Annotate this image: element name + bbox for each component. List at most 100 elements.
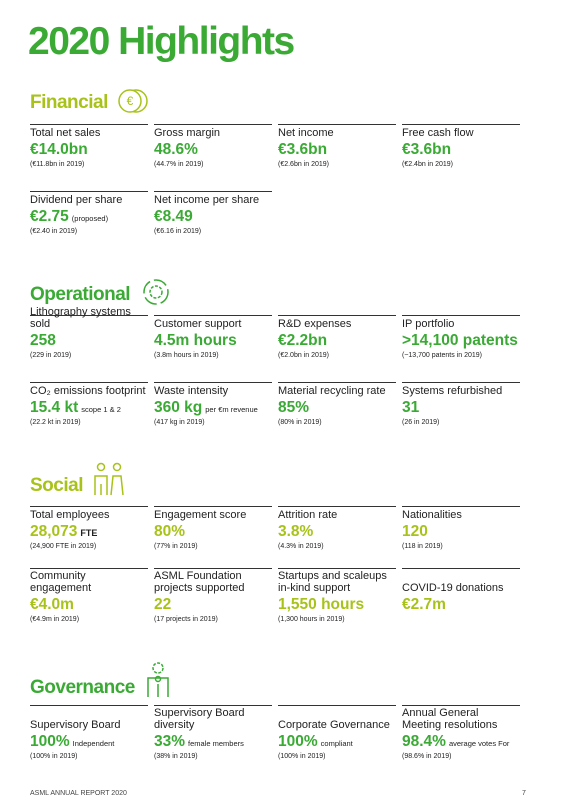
value-text: €4.0m — [30, 596, 74, 613]
item-value: €4.0m — [30, 596, 148, 614]
item-value: 1,550 hours — [278, 596, 396, 614]
prior-year: (€2.0bn in 2019) — [278, 352, 329, 359]
prior-year: (26 in 2019) — [402, 419, 440, 426]
item-value: 22 — [154, 596, 272, 614]
value-text: €14.0bn — [30, 141, 88, 158]
value-note: FTE — [80, 528, 98, 538]
item-label: COVID-19 donations — [402, 581, 504, 594]
section-heading: Operational — [30, 284, 131, 305]
value-text: 100% — [30, 733, 70, 750]
item-value: €2.2bn — [278, 332, 396, 350]
item-value: 80% — [154, 523, 272, 541]
value-text: 15.4 kt — [30, 399, 79, 416]
item-value: €3.6bn — [402, 141, 520, 159]
highlight-item: Community engagement €4.0m (€4.9m in 2019) — [30, 568, 148, 623]
section-heading: Financial — [30, 92, 108, 113]
prior-year: (44.7% in 2019) — [154, 161, 204, 168]
prior-year: (€2.40 in 2019) — [30, 228, 78, 235]
item-label: Startups and scaleups in-kind support — [278, 570, 387, 594]
item-value: 100% Independent — [30, 733, 148, 751]
prior-year: (38% in 2019) — [154, 753, 198, 760]
highlight-item: Startups and scaleups in-kind support 1,5… — [278, 568, 396, 623]
page-number: 7 — [522, 790, 526, 797]
item-label: Engagement score — [154, 508, 247, 521]
item-value: €2.7m — [402, 596, 520, 614]
highlight-item: Corporate Governance 100% compliant (100% i… — [278, 705, 396, 760]
value-note: average votes For — [448, 739, 510, 748]
item-value: 258 — [30, 332, 148, 350]
value-note: female members — [188, 739, 244, 748]
highlight-item: Gross margin 48.6% (44.7% in 2019) — [154, 124, 272, 168]
icon-governance — [147, 662, 169, 697]
item-value: €14.0bn — [30, 141, 148, 159]
highlight-item: ASML Foundation projects supported 22 (17 … — [154, 568, 272, 623]
item-value: 120 — [402, 523, 520, 541]
prior-year: (€2.4bn in 2019) — [402, 161, 453, 168]
prior-year: (100% in 2019) — [30, 753, 78, 760]
value-text: 22 — [154, 596, 172, 613]
prior-year: (24,900 FTE in 2019) — [30, 543, 97, 550]
value-text: 360 kg — [154, 399, 203, 416]
item-value: 4.5m hours — [154, 332, 272, 350]
value-text: €2.75 — [30, 208, 69, 225]
value-text: 3.8% — [278, 523, 314, 540]
value-text: 33% — [154, 733, 186, 750]
prior-year: (~13,700 patents in 2019) — [402, 352, 482, 359]
item-label: Gross margin — [154, 126, 221, 139]
highlight-item: Total net sales €14.0bn (€11.8bn in 2019) — [30, 124, 148, 168]
highlight-item: Attrition rate 3.8% (4.3% in 2019) — [278, 506, 396, 550]
highlight-item: Net income €3.6bn (€2.6bn in 2019) — [278, 124, 396, 168]
highlight-item: Dividend per share €2.75 (proposed) (€2.40 … — [30, 191, 148, 235]
icon-euro: € — [118, 89, 148, 113]
item-label: Nationalities — [402, 508, 462, 521]
item-label: Corporate Governance — [278, 718, 390, 731]
highlight-item: Engagement score 80% (77% in 2019) — [154, 506, 272, 550]
section-heading: Governance — [30, 677, 135, 698]
value-note: compliant — [320, 739, 353, 748]
item-value: 33% female members — [154, 733, 272, 751]
highlight-item: R&D expenses €2.2bn (€2.0bn in 2019) — [278, 315, 396, 359]
icon-gear — [143, 279, 169, 305]
item-label: Annual General Meeting resolutions — [402, 707, 498, 731]
prior-year: (77% in 2019) — [154, 543, 198, 550]
svg-text:€: € — [127, 94, 134, 108]
value-text: 4.5m hours — [154, 332, 237, 349]
highlight-item: Total employees 28,073 FTE (24,900 FTE in 2… — [30, 506, 148, 550]
item-label: Waste intensity — [154, 384, 229, 397]
item-value: €3.6bn — [278, 141, 396, 159]
value-note: (proposed) — [71, 214, 109, 223]
prior-year: (€4.9m in 2019) — [30, 616, 80, 623]
highlight-item: Supervisory Board diversity 33% female mem… — [154, 705, 272, 760]
highlight-item: Free cash flow €3.6bn (€2.4bn in 2019) — [402, 124, 520, 168]
item-label: Free cash flow — [402, 126, 474, 139]
highlight-item: Net income per share €8.49 (€6.16 in 2019) — [154, 191, 272, 235]
value-text: >14,100 patents — [402, 332, 518, 349]
value-text: €3.6bn — [402, 141, 452, 158]
item-value: 100% compliant — [278, 733, 396, 751]
highlight-item: Customer support 4.5m hours (3.8m hours in… — [154, 315, 272, 359]
prior-year: (22.2 kt in 2019) — [30, 419, 81, 426]
highlight-item: Material recycling rate 85% (80% in 2019) — [278, 382, 396, 426]
highlight-item: Nationalities 120 (118 in 2019) — [402, 506, 520, 550]
item-label: Net income — [278, 126, 334, 139]
item-value: 360 kg per €m revenue — [154, 399, 272, 417]
item-value: >14,100 patents — [402, 332, 520, 350]
item-label: Systems refurbished — [402, 384, 503, 397]
prior-year: (229 in 2019) — [30, 352, 72, 359]
value-text: €2.7m — [402, 596, 446, 613]
highlight-item: COVID-19 donations €2.7m — [402, 568, 520, 614]
value-text: 1,550 hours — [278, 596, 365, 613]
prior-year: (80% in 2019) — [278, 419, 322, 426]
highlight-item: Waste intensity 360 kg per €m revenue (417 … — [154, 382, 272, 426]
item-value: €2.75 (proposed) — [30, 208, 148, 226]
item-label: Total net sales — [30, 126, 101, 139]
icon-people — [94, 462, 124, 496]
highlight-item: Annual General Meeting resolutions 98.4% a… — [402, 705, 520, 760]
item-value: 98.4% average votes For — [402, 733, 520, 751]
item-label: Supervisory Board — [30, 718, 121, 731]
item-label: Material recycling rate — [278, 384, 386, 397]
value-text: 258 — [30, 332, 56, 349]
value-text: €3.6bn — [278, 141, 328, 158]
value-text: €2.2bn — [278, 332, 328, 349]
